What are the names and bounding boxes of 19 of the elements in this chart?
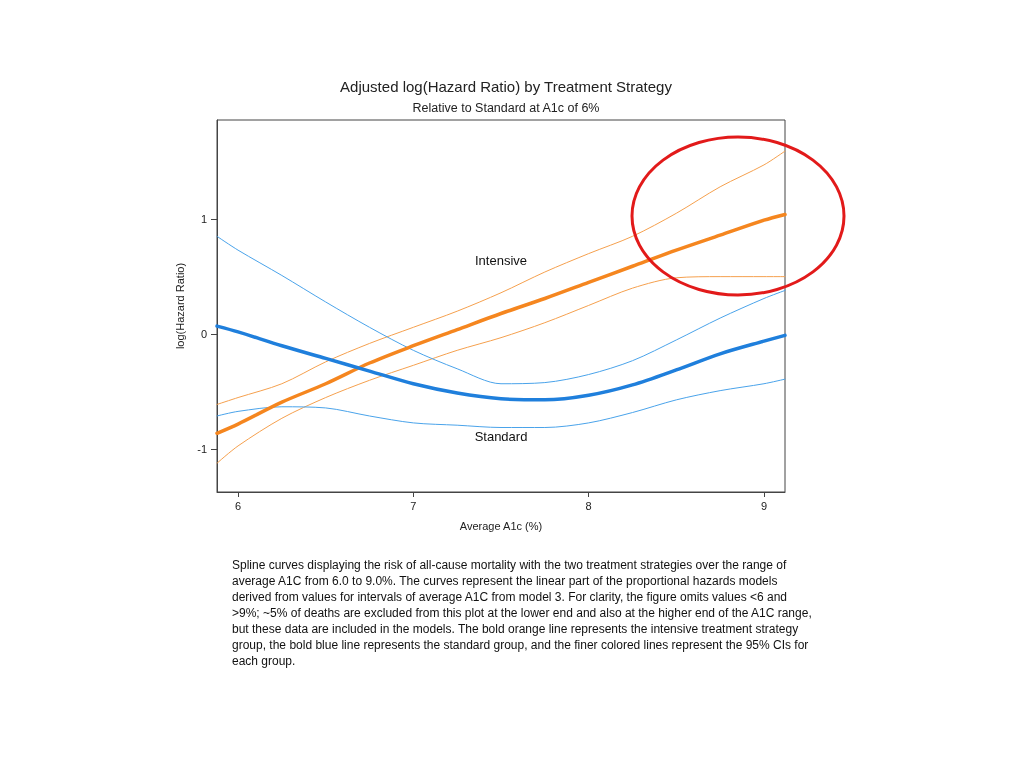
x-tick-label: 6 [234, 499, 242, 512]
line-series [216, 378, 786, 428]
line-series [216, 276, 786, 464]
line-series [216, 235, 786, 385]
x-tick-label: 9 [760, 499, 768, 512]
text: Spline curves displaying the risk of all-cause mortality with the two treatment strategies over the range of average A1C from 6.0 to 9.0%. The curves represent the linear part of the proportional hazards models derived from values for intervals of average A1C from model 3. For clarity, the figure omits values <6 and >9%; ~5% of deaths are excluded from this plot at the lower end and also at the higher end of the A1C range, but these data are included in the models. The bold orange line represents the intensive treatment strategy group, the bold blue line represents the standard group, and the finer colored lines represent the 95% CIs for each group. [232, 557, 813, 669]
y-tick-label: 0 [200, 328, 207, 341]
line-series [215, 324, 787, 402]
chart-title: Adjusted log(Hazard Ratio) by Treatment Strategy [340, 78, 673, 95]
y-tick-label: -1 [197, 443, 207, 456]
x-axis-title: Average A1c (%) [459, 519, 543, 532]
x-tick-label: 8 [585, 499, 592, 512]
line-series [216, 150, 786, 405]
chart-subtitle: Relative to Standard at A1c of 6% [412, 100, 600, 115]
text: Standard [474, 429, 528, 445]
text: Intensive [474, 252, 528, 268]
y-axis-title: log(Hazard Ratio) [173, 262, 186, 350]
y-tick-label: 1 [200, 213, 207, 226]
x-tick-label: 7 [410, 499, 417, 512]
